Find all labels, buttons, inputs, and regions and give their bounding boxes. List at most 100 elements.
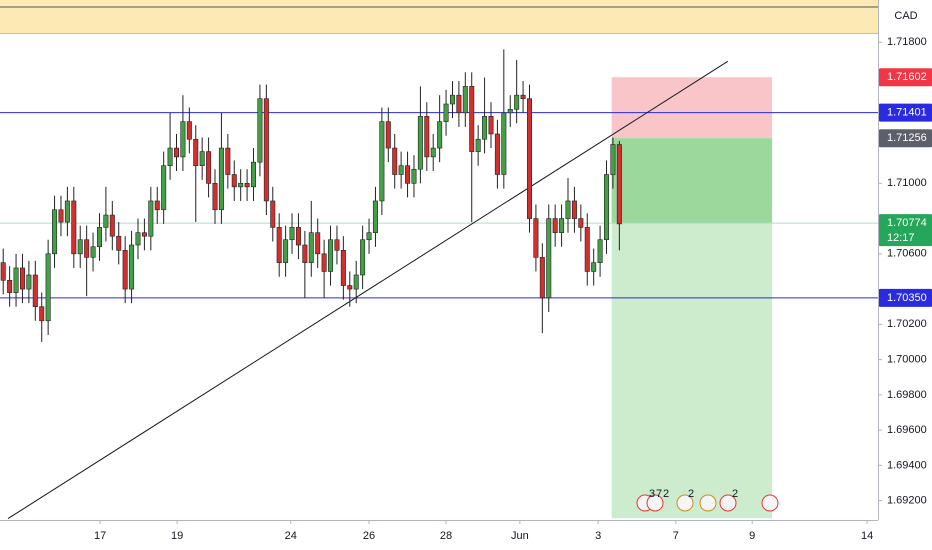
candle-body [58, 209, 64, 223]
candle-body [122, 250, 128, 290]
candle-body [180, 121, 186, 158]
candle-body [584, 227, 590, 272]
x-tick-label: 14 [861, 530, 873, 542]
candle-body [552, 218, 558, 233]
candle-body [482, 116, 488, 140]
candle-body [488, 116, 494, 135]
event-count: 7 [656, 488, 662, 500]
candle-body [494, 133, 500, 175]
candle-body [533, 218, 539, 258]
candle-body [353, 274, 359, 290]
candle-body [173, 147, 179, 158]
candle-body [571, 200, 577, 219]
price-label-box [879, 129, 932, 148]
candle-body [212, 183, 218, 211]
event-count: 2 [688, 488, 694, 500]
candle-body [206, 151, 212, 184]
candle-body [610, 144, 616, 175]
candle-body [26, 274, 32, 290]
candle-body [372, 200, 378, 233]
countdown: 12:17 [887, 232, 915, 244]
candle-body [315, 232, 321, 255]
candle-body [193, 138, 199, 166]
candle-body [347, 285, 353, 290]
candle-body [64, 200, 70, 223]
plot-area [0, 0, 878, 520]
y-tick-label: 1.70600 [887, 248, 927, 260]
x-tick-label: 17 [94, 530, 106, 542]
candle-body [469, 86, 475, 152]
candle-body [604, 174, 610, 241]
candle-body [45, 253, 51, 322]
candle-body [449, 94, 455, 105]
candle-body [539, 257, 545, 299]
candle-body [103, 214, 109, 228]
y-tick-label: 1.70000 [887, 353, 927, 365]
candle-body [360, 239, 366, 276]
candle-body [340, 250, 346, 286]
candle-body [32, 274, 38, 308]
candle-body [96, 227, 102, 248]
candle-body [84, 239, 90, 258]
candle-body [167, 147, 173, 166]
candle-body [591, 262, 597, 272]
candle-body [148, 200, 154, 237]
candle-body [308, 232, 314, 263]
candle-body [443, 103, 449, 122]
candle-body [135, 232, 141, 246]
event-count: 2 [663, 488, 669, 500]
event-icon [676, 494, 694, 512]
event-icon [761, 494, 779, 512]
trendline [7, 60, 729, 520]
candle-body [238, 183, 244, 188]
candle-body [231, 174, 237, 188]
candle-body [456, 94, 462, 114]
event-icons: 3 7 2 2 2 [636, 488, 779, 512]
candle-body [366, 232, 372, 241]
event-icon [719, 494, 737, 512]
candle-body [520, 94, 526, 100]
x-tick-label: 19 [171, 530, 183, 542]
y-tick-label: 1.69800 [887, 389, 927, 401]
candle-body [39, 306, 45, 322]
candle-body [289, 227, 295, 241]
candle-body [321, 253, 327, 272]
profit-filled [611, 138, 773, 224]
candle-body [270, 200, 276, 228]
x-tick-label: 24 [285, 530, 297, 542]
candle-body [129, 244, 135, 290]
stop-zone [611, 77, 773, 139]
candle-body [161, 165, 167, 211]
x-tick-label: 7 [673, 530, 679, 542]
price-label-box [879, 103, 932, 122]
candle-body [90, 246, 96, 258]
price-label-box [879, 214, 932, 247]
candle-body [334, 239, 340, 251]
candle-body [141, 232, 147, 237]
candle-body [405, 165, 411, 184]
event-count: 3 [649, 488, 655, 500]
candle-body [559, 218, 565, 233]
x-tick-label: 9 [749, 530, 755, 542]
candle-body [526, 98, 532, 219]
candle-body [411, 168, 417, 184]
candle-body [565, 200, 571, 219]
price-label: 1.71602 [887, 71, 927, 83]
candle-body [597, 239, 603, 263]
price-label-box [879, 288, 932, 307]
price-label: 1.70774 [887, 217, 927, 229]
candle-body [392, 147, 398, 175]
candle-body [295, 227, 301, 246]
candle-body [514, 94, 520, 110]
event-icon [646, 494, 664, 512]
x-tick-label: Jun [511, 530, 529, 542]
event-count: 2 [732, 488, 738, 500]
y-tick-label: 1.69400 [887, 459, 927, 471]
price-label: 1.71401 [887, 107, 927, 119]
candle-body [251, 161, 257, 188]
resistance-zone [0, 0, 878, 34]
price-label: 1.71256 [887, 132, 927, 144]
y-tick-label: 1.71000 [887, 177, 927, 189]
axis-area: 1.71800 1.71000 1.70600 1.70200 1.70000 1.698… [94, 36, 932, 542]
